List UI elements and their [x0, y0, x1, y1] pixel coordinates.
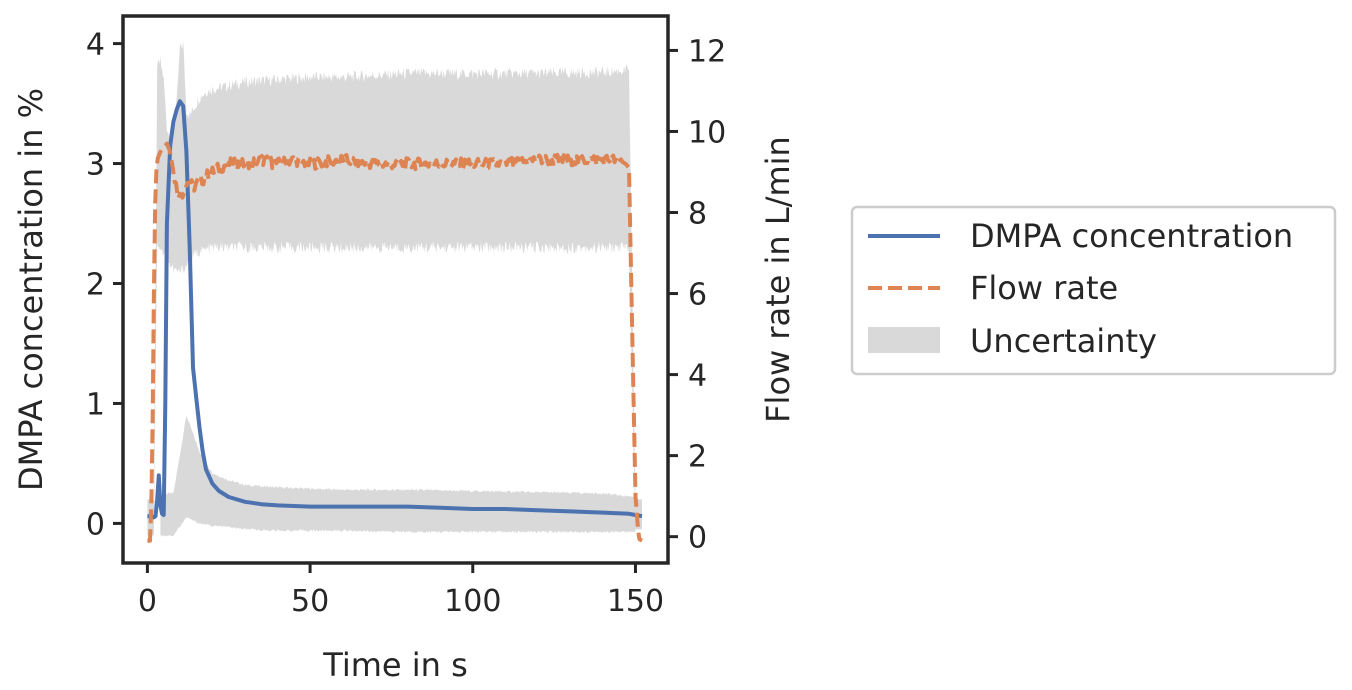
right-y-axis: 0 2 4 6 8 10 12	[668, 34, 726, 556]
left-y-tick-label: 3	[86, 148, 105, 183]
x-axis-title: Time in s	[322, 646, 468, 684]
legend: DMPA concentration Flow rate Uncertainty	[850, 205, 1337, 376]
x-tick-label: 150	[607, 584, 664, 619]
right-y-tick-label: 2	[688, 440, 707, 475]
dmpa-concentration-line	[147, 99, 643, 520]
legend-box	[850, 205, 1337, 376]
right-y-tick-label: 10	[688, 115, 726, 150]
right-y-tick-label: 6	[688, 278, 707, 313]
uncertainty-band-upper	[147, 41, 642, 536]
right-y-tick-label: 8	[688, 197, 707, 232]
uncertainty-band-lower	[160, 416, 636, 537]
uncertainty-band-layer	[147, 41, 642, 537]
left-y-tick-label: 1	[86, 387, 105, 422]
axes-frame	[121, 14, 670, 565]
legend-label-dmpa-concentration: DMPA concentration	[970, 217, 1293, 255]
left-y-axis: 0 1 2 3 4	[86, 28, 123, 542]
x-tick-label: 50	[291, 584, 329, 619]
x-tick-label: 0	[138, 584, 157, 619]
right-y-tick-label: 0	[688, 521, 707, 556]
legend-label-uncertainty: Uncertainty	[970, 322, 1157, 360]
legend-swatch-uncertainty	[868, 327, 940, 353]
left-y-tick-label: 2	[86, 268, 105, 303]
x-tick-label: 100	[444, 584, 501, 619]
plot-area	[146, 41, 644, 543]
left-y-axis-title: DMPA concentration in %	[12, 88, 50, 491]
left-y-tick-label: 0	[86, 507, 105, 542]
right-y-tick-label: 12	[688, 34, 726, 69]
legend-label-flow-rate: Flow rate	[970, 269, 1118, 307]
right-y-axis-title: Flow rate in L/min	[759, 136, 797, 423]
right-y-tick-label: 4	[688, 359, 707, 394]
series-line-layer	[146, 99, 644, 543]
x-axis: 0 50 100 150	[138, 563, 664, 619]
left-y-tick-label: 4	[86, 28, 105, 63]
flow-rate-line	[146, 141, 644, 543]
